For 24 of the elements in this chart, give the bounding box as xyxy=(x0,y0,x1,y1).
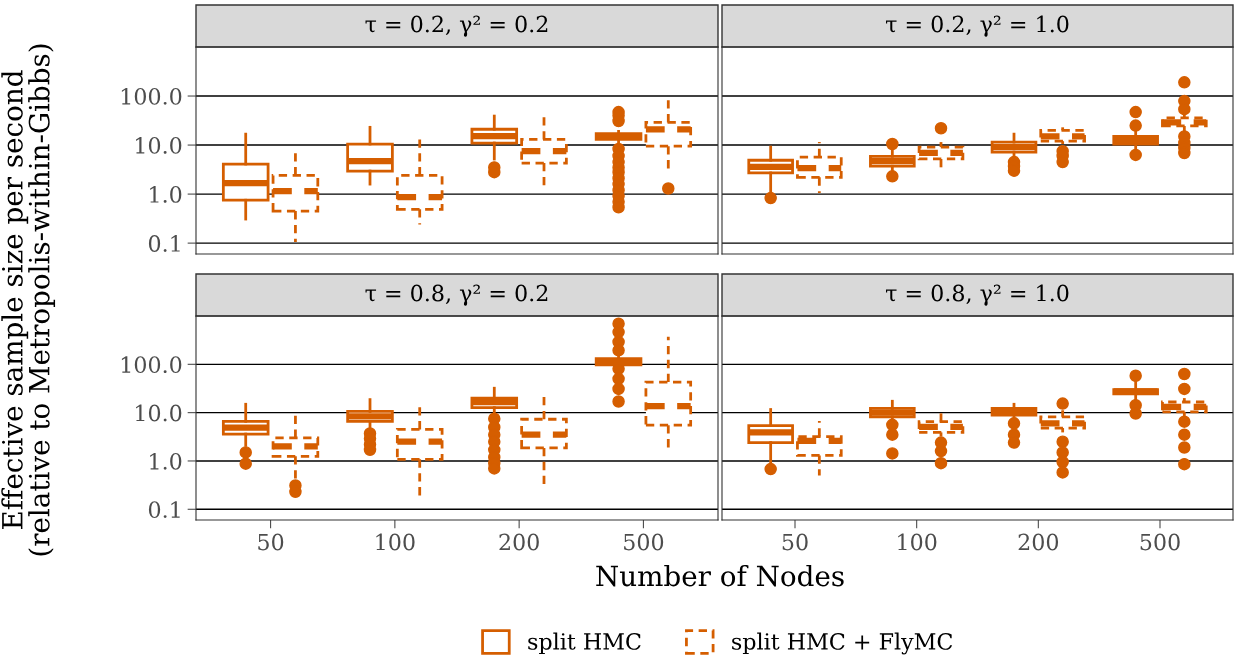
x-tick-label: 500 xyxy=(1140,533,1180,551)
x-tick-label: 50 xyxy=(782,533,808,551)
x-tick-label: 200 xyxy=(499,533,539,551)
y-tick-label: 1.0 xyxy=(150,186,182,203)
y-axis-title: Effective sample size per second (relative to Metropolis-within-Gibbs) xyxy=(1,44,56,556)
y-tick-label: 1.0 xyxy=(150,452,182,470)
y-tick-label: 10.0 xyxy=(136,137,182,154)
x-tick-label: 100 xyxy=(376,533,415,551)
chart-title: τ = 0.2, γ² = 0.2 xyxy=(365,15,548,37)
y-tick-label: 10.0 xyxy=(136,404,182,422)
legend-label: split HMC xyxy=(528,632,641,655)
chart-title: τ = 0.8, γ² = 0.2 xyxy=(365,284,548,306)
x-axis-title: Number of Nodes xyxy=(596,564,844,587)
legend-label: split HMC + FlyMC xyxy=(732,632,953,655)
y-tick-label: 100.0 xyxy=(121,87,182,105)
chart-title: τ = 0.2, γ² = 1.0 xyxy=(886,15,1069,37)
x-tick-label: 50 xyxy=(258,533,284,551)
y-tick-label: 0.1 xyxy=(148,235,180,252)
y-tick-label: 100.0 xyxy=(121,356,182,374)
chart-title: τ = 0.8, γ² = 1.0 xyxy=(886,284,1069,306)
x-tick-label: 200 xyxy=(1018,533,1059,551)
x-tick-label: 100 xyxy=(898,533,937,551)
y-tick-label: 0.1 xyxy=(148,501,180,519)
x-tick-label: 500 xyxy=(624,533,664,551)
